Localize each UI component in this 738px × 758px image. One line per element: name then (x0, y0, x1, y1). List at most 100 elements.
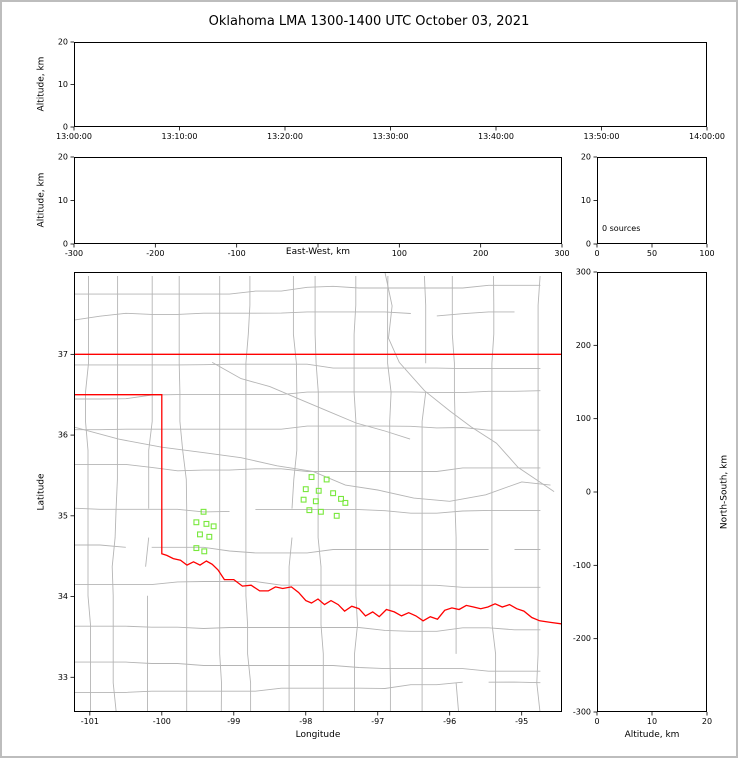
x-tick-label: 100 (699, 249, 714, 258)
map-xlabel: Longitude (295, 730, 341, 740)
x-tick-label: 13:20:00 (267, 132, 303, 141)
time_height-ticks (70, 41, 708, 131)
source-marker (323, 476, 330, 483)
plan_map-ticks (70, 353, 523, 716)
source-marker (342, 499, 349, 506)
x-tick-label: -98 (299, 717, 312, 726)
x-tick-label: -95 (515, 717, 528, 726)
panel-time-height: 13:00:00 13:10:00 13:20:00 13:30:00 13:40:00… (56, 38, 725, 142)
y-tick-label: 200 (576, 341, 591, 350)
y-tick-label: 10 (581, 196, 591, 205)
plan_map-tick-labels: -101 -100 -99 -98 -97 -96 -95 33 34 35 36 37 (58, 350, 528, 726)
ew_height-tick-labels: -300 -200 -100 100 200 300 0 10 20 (58, 153, 570, 259)
ew-height-ylabel: Altitude, km (36, 172, 47, 228)
histogram-annotation: 0 sources (602, 224, 641, 233)
y-tick-label: 100 (576, 414, 591, 423)
ns_height-canvas: 0 10 20 -300 -200 -100 0 100 200 300 (573, 268, 712, 727)
ns-height-xlabel: Altitude, km (624, 730, 680, 740)
x-tick-label: -100 (228, 249, 246, 258)
figure-title: Oklahoma LMA 1300-1400 UTC October 03, 2… (208, 14, 530, 29)
county-lines (74, 275, 541, 712)
alt_histogram-ticks (593, 156, 708, 248)
x-tick-label: -100 (153, 717, 171, 726)
y-tick-label: 20 (58, 38, 68, 47)
source-marker (315, 487, 322, 494)
x-tick-label: 14:00:00 (689, 132, 725, 141)
time-height-ylabel: Altitude, km (36, 56, 47, 112)
x-tick-label: 0 (594, 717, 599, 726)
panel-ew-height: -300 -200 -100 100 200 300 0 10 20 (58, 153, 570, 259)
source-marker (330, 490, 337, 497)
x-tick-label: 50 (647, 249, 657, 258)
source-marker (201, 548, 208, 555)
map-ylabel: Latitude (36, 473, 47, 511)
panel-plan-view-map: -101 -100 -99 -98 -97 -96 -95 33 34 35 36 37 (58, 272, 562, 726)
y-tick-label: 0 (63, 123, 68, 132)
y-tick-label: -200 (573, 634, 591, 643)
y-tick-label: 0 (586, 488, 591, 497)
source-marker (338, 495, 344, 502)
ew-height-xlabel: East-West, km (285, 247, 351, 257)
source-marker (333, 512, 340, 519)
y-tick-label: 300 (576, 268, 591, 277)
y-tick-label: -100 (573, 561, 591, 570)
source-marker (197, 531, 203, 538)
ns_height-border (597, 272, 707, 712)
x-tick-label: -97 (371, 717, 384, 726)
source-marker (317, 508, 324, 515)
x-tick-label: 200 (473, 249, 488, 258)
x-tick-label: 300 (554, 249, 569, 258)
panel-altitude-histogram: 0 50 100 0 10 20 (581, 153, 715, 259)
alt_histogram-border (597, 157, 707, 244)
panel-ns-height: 0 10 20 -300 -200 -100 0 100 200 300 (573, 268, 712, 727)
x-tick-label: 10 (647, 717, 657, 726)
y-tick-label: 37 (58, 350, 68, 359)
x-tick-label: -101 (81, 717, 99, 726)
ew_height-canvas: -300 -200 -100 100 200 300 0 10 20 (58, 153, 570, 259)
source-marker (193, 545, 200, 552)
time_height-canvas: 13:00:00 13:10:00 13:20:00 13:30:00 13:40:00… (56, 38, 725, 142)
ew_height-border (74, 157, 562, 244)
time_height-tick-labels: 13:00:00 13:10:00 13:20:00 13:30:00 13:40:00… (56, 38, 725, 142)
source-marker (302, 486, 309, 493)
y-tick-label: 0 (586, 240, 591, 249)
x-tick-label: 0 (594, 249, 599, 258)
y-tick-label: 33 (58, 673, 68, 682)
x-tick-label: -200 (146, 249, 164, 258)
x-tick-label: -300 (65, 249, 83, 258)
x-tick-label: -99 (227, 717, 240, 726)
source-marker (193, 519, 200, 526)
time_height-border (74, 42, 707, 127)
alt_histogram-canvas: 0 50 100 0 10 20 (581, 153, 715, 259)
source-marker (312, 498, 319, 505)
x-tick-label: 13:50:00 (584, 132, 620, 141)
x-tick-label: 100 (392, 249, 407, 258)
y-tick-label: 10 (58, 196, 68, 205)
source-marker (210, 523, 217, 530)
ns_height-ticks (593, 271, 708, 716)
source-markers (193, 474, 349, 555)
y-tick-label: 10 (58, 80, 68, 89)
alt_histogram-tick-labels: 0 50 100 0 10 20 (581, 153, 715, 259)
y-tick-label: 36 (58, 431, 68, 440)
source-marker (308, 474, 315, 481)
source-marker (300, 496, 307, 503)
source-marker (200, 508, 207, 515)
source-marker (306, 507, 313, 514)
plan_map-content (74, 272, 562, 712)
source-marker (206, 533, 213, 540)
state-boundary (74, 353, 562, 625)
x-tick-label: 13:10:00 (162, 132, 198, 141)
y-tick-label: 0 (63, 240, 68, 249)
ns-height-ylabel: North-South, km (719, 454, 730, 530)
source-marker (203, 520, 210, 527)
x-tick-label: 13:00:00 (56, 132, 92, 141)
ew_height-ticks (70, 156, 563, 248)
plan_map-border (74, 272, 562, 712)
y-tick-label: 20 (581, 153, 591, 162)
ns_height-tick-labels: 0 10 20 -300 -200 -100 0 100 200 300 (573, 268, 712, 727)
plan_map-canvas: -101 -100 -99 -98 -97 -96 -95 33 34 35 36 37 (58, 272, 562, 726)
y-tick-label: 35 (58, 511, 68, 520)
y-tick-label: 34 (58, 592, 68, 601)
